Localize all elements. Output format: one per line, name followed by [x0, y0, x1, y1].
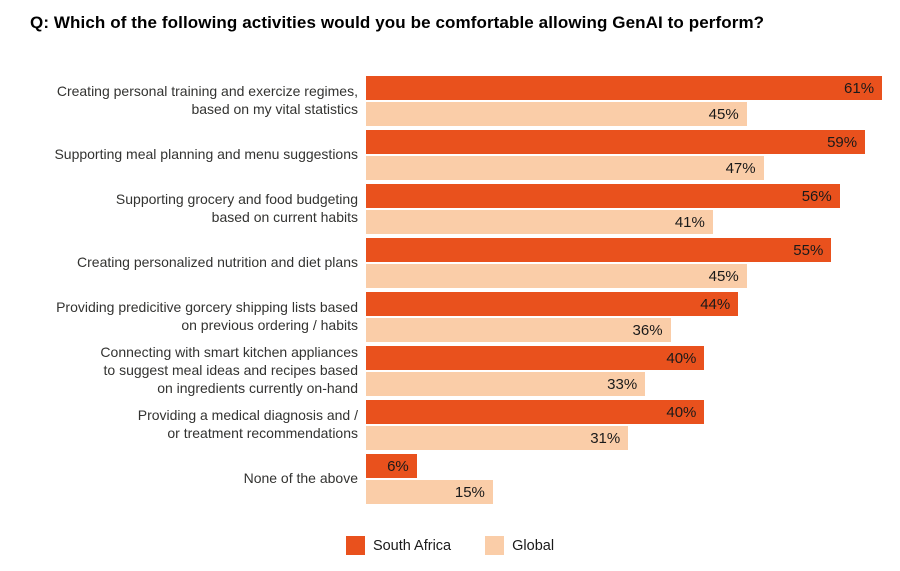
category-label: Providing a medical diagnosis and / or t…	[137, 407, 358, 441]
bar-south-africa: 44%	[366, 292, 739, 316]
bar-pair: 61% 45%	[366, 76, 900, 126]
legend-swatch-global	[485, 536, 505, 555]
legend-label: South Africa	[372, 537, 452, 554]
bar-south-africa: 6%	[366, 454, 417, 478]
bar-global: 33%	[366, 372, 646, 396]
category-label: Supporting meal planning and menu sugges…	[54, 146, 358, 163]
bar-global: 45%	[366, 264, 747, 288]
bar-group: Supporting grocery and food budgeting ba…	[0, 184, 900, 234]
bar-value-label: 41%	[674, 213, 705, 231]
bar-value-label: 45%	[708, 267, 739, 285]
bar-pair: 55% 45%	[366, 238, 900, 288]
bar-pair: 44% 36%	[366, 292, 900, 342]
bar-global: 45%	[366, 102, 747, 126]
bar-global: 15%	[366, 480, 493, 504]
bar-group: Providing a medical diagnosis and / or t…	[0, 400, 900, 450]
bar-south-africa: 59%	[366, 130, 866, 154]
bar-south-africa: 61%	[366, 76, 883, 100]
chart-title: Q: Which of the following activities wou…	[30, 13, 765, 32]
category-label: Providing predicitive gorcery shipping l…	[56, 299, 358, 333]
category-label: None of the above	[243, 470, 358, 487]
bar-global: 41%	[366, 210, 713, 234]
bar-value-label: 6%	[387, 457, 409, 475]
bar-value-label: 55%	[793, 241, 824, 259]
bar-value-label: 45%	[708, 105, 739, 123]
bar-value-label: 56%	[801, 187, 832, 205]
bar-global: 47%	[366, 156, 764, 180]
category-label: Supporting grocery and food budgeting ba…	[115, 191, 358, 225]
bar-global: 31%	[366, 426, 629, 450]
bar-south-africa: 56%	[366, 184, 840, 208]
legend-label: Global	[512, 537, 555, 554]
bar-group: None of the above 6% 15%	[0, 454, 900, 504]
bar-value-label: 15%	[454, 483, 485, 501]
bar-value-label: 61%	[844, 79, 875, 97]
category-label: Creating personalized nutrition and diet…	[77, 254, 358, 271]
legend-item-south-africa: South Africa	[345, 536, 452, 555]
category-label: Connecting with smart kitchen appliances…	[100, 344, 358, 396]
bar-pair: 59% 47%	[366, 130, 900, 180]
bar-group: Supporting meal planning and menu sugges…	[0, 130, 900, 180]
bar-pair: 6% 15%	[366, 454, 900, 504]
bar-group: Creating personal training and exercize …	[0, 76, 900, 126]
bar-value-label: 33%	[607, 375, 638, 393]
legend-swatch-south-africa	[345, 536, 365, 555]
bar-value-label: 36%	[632, 321, 663, 339]
bar-south-africa: 55%	[366, 238, 832, 262]
bar-chart: Creating personal training and exercize …	[0, 76, 900, 508]
category-label: Creating personal training and exercize …	[56, 83, 358, 117]
bar-south-africa: 40%	[366, 400, 705, 424]
chart-legend: South Africa Global	[0, 536, 900, 555]
bar-value-label: 47%	[725, 159, 756, 177]
bar-value-label: 59%	[827, 133, 858, 151]
legend-item-global: Global	[485, 536, 554, 555]
bar-pair: 56% 41%	[366, 184, 900, 234]
bar-value-label: 40%	[666, 349, 697, 367]
bar-group: Creating personalized nutrition and diet…	[0, 238, 900, 288]
bar-south-africa: 40%	[366, 346, 705, 370]
bar-value-label: 31%	[590, 429, 621, 447]
bar-value-label: 44%	[700, 295, 731, 313]
bar-pair: 40% 33%	[366, 346, 900, 396]
bar-pair: 40% 31%	[366, 400, 900, 450]
bar-global: 36%	[366, 318, 671, 342]
bar-group: Providing predicitive gorcery shipping l…	[0, 292, 900, 342]
bar-group: Connecting with smart kitchen appliances…	[0, 344, 900, 396]
bar-value-label: 40%	[666, 403, 697, 421]
